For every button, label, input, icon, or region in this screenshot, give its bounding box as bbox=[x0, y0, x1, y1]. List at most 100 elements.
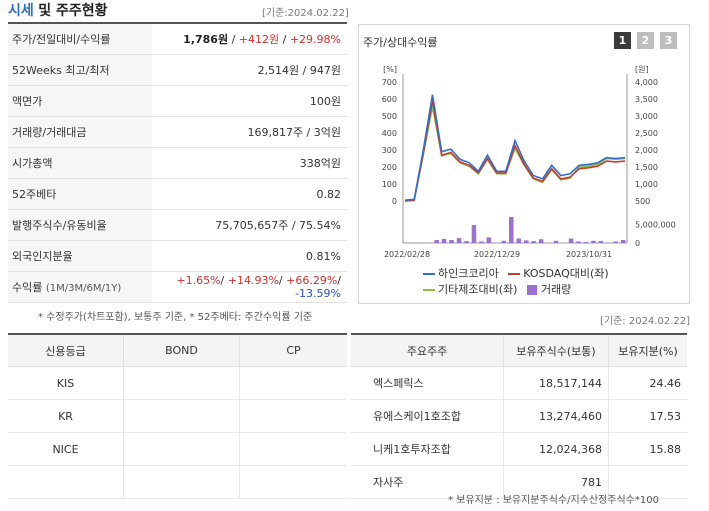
volume-bar bbox=[471, 225, 477, 243]
right-tick-label: 4,000 bbox=[635, 78, 658, 87]
table-row: 시가총액 338억원 bbox=[8, 147, 347, 179]
volume-bar bbox=[479, 241, 484, 243]
series-line-industry bbox=[404, 106, 626, 202]
cp-rating bbox=[239, 432, 347, 466]
col-header: 신용등급 bbox=[8, 334, 124, 367]
x-tick-label: 2022/02/28 bbox=[384, 250, 430, 259]
shareholder-name: 니케1호투자조합 bbox=[351, 432, 504, 466]
right-tick-label: 2,000 bbox=[635, 146, 658, 155]
volume-bar bbox=[613, 241, 619, 243]
left-tick-label: 300 bbox=[382, 146, 397, 155]
volume-tick-label: 5,000,000 bbox=[635, 220, 676, 229]
right-tick-label: 2,500 bbox=[635, 129, 658, 138]
x-tick-label: 2023/10/31 bbox=[566, 250, 612, 259]
return-6m: +66.29% bbox=[286, 274, 338, 287]
left-tick-label: 400 bbox=[382, 129, 397, 138]
footnote-stake: * 보유지분 : 보유지분주식수/지수산정주식수*100 bbox=[448, 495, 659, 506]
shareholder-base-date: [기준: 2024.02.22] bbox=[600, 316, 691, 327]
volume-bar bbox=[464, 241, 469, 243]
row-label: 액면가 bbox=[8, 85, 152, 117]
volume-bar bbox=[538, 239, 544, 243]
volume-bar bbox=[553, 240, 559, 243]
left-tick-label: 0 bbox=[392, 197, 397, 206]
row-value: 100원 bbox=[152, 85, 347, 117]
row-value: 338억원 bbox=[152, 147, 347, 179]
row-value: 0.81% bbox=[152, 240, 347, 272]
volume-bar bbox=[598, 241, 604, 243]
col-header: 보유지분(%) bbox=[608, 334, 687, 367]
volume-bar bbox=[509, 216, 514, 243]
table-row: 주가/전일대비/수익률 1,786원 / +412원 / +29.98% bbox=[8, 24, 347, 55]
return-1m: +1.65% bbox=[176, 274, 221, 287]
base-date: [기준:2024.02.22] bbox=[262, 8, 349, 19]
stake-percent: 15.88 bbox=[608, 432, 687, 466]
agency-name: KIS bbox=[8, 366, 124, 400]
chart-tab-1[interactable]: 1 bbox=[614, 32, 631, 49]
bond-rating bbox=[123, 432, 240, 466]
volume-bar bbox=[516, 238, 521, 243]
row-value: 0.82 bbox=[152, 178, 347, 210]
row-label: 52Weeks 최고/최저 bbox=[8, 54, 152, 86]
cp-rating bbox=[239, 399, 347, 433]
table-row: 유에스케이1호조합 13,274,460 17.53 bbox=[351, 399, 687, 433]
volume-bar bbox=[568, 238, 574, 243]
row-label: 발행주식수/유동비율 bbox=[8, 209, 152, 241]
divider bbox=[8, 22, 347, 24]
volume-tick-label: 0 bbox=[635, 239, 640, 248]
agency-name: NICE bbox=[8, 432, 124, 466]
table-row: 외국인지분율 0.81% bbox=[8, 240, 347, 272]
row-sublabel: (1M/3M/6M/1Y) bbox=[45, 283, 122, 294]
right-axis-unit: [원] bbox=[635, 65, 649, 74]
cp-rating bbox=[239, 465, 347, 499]
table-row: 수익률 (1M/3M/6M/1Y) +1.65%/ +14.93%/ +66.2… bbox=[8, 271, 347, 303]
agency-name bbox=[8, 465, 124, 499]
return-1y: -13.59% bbox=[295, 287, 341, 300]
stake-percent bbox=[608, 465, 687, 499]
shares-held: 13,274,460 bbox=[503, 399, 609, 433]
row-label: 시가총액 bbox=[8, 147, 152, 179]
price-change: +412원 bbox=[238, 33, 280, 46]
row-label: 주가/전일대비/수익률 bbox=[8, 24, 152, 55]
volume-bar bbox=[456, 238, 462, 243]
section-title: 시세 및 주주현황 bbox=[8, 0, 108, 19]
shareholder-name: 엑스페릭스 bbox=[351, 366, 504, 400]
table-row: 자사주 781 bbox=[351, 465, 687, 499]
volume-bar bbox=[441, 238, 447, 243]
left-tick-label: 500 bbox=[382, 112, 397, 121]
returns-value: +1.65%/ +14.93%/ +66.29%/ -13.59% bbox=[152, 271, 347, 303]
left-tick-label: 100 bbox=[382, 180, 397, 189]
row-label: 수익률 (1M/3M/6M/1Y) bbox=[8, 271, 152, 303]
row-value: 2,514원 / 947원 bbox=[152, 54, 347, 86]
table-header-row: 주요주주 보유주식수(보통) 보유지분(%) bbox=[351, 334, 687, 367]
volume-bar bbox=[434, 240, 439, 243]
table-header-row: 신용등급 BOND CP bbox=[8, 334, 347, 367]
title-part1: 시세 bbox=[8, 3, 34, 19]
table-row: 니케1호투자조합 12,024,368 15.88 bbox=[351, 432, 687, 466]
shareholder-name: 자사주 bbox=[351, 465, 504, 499]
left-tick-label: 600 bbox=[382, 95, 397, 104]
col-header: 주요주주 bbox=[351, 334, 504, 367]
legend-volume: 거래량 bbox=[526, 281, 571, 297]
series-line-kosdaq bbox=[404, 100, 626, 202]
title-part2: 및 주주현황 bbox=[38, 3, 108, 19]
legend-company: 하인크코리아 bbox=[423, 265, 499, 281]
chart-tab-3[interactable]: 3 bbox=[660, 32, 677, 49]
right-tick-label: 3,500 bbox=[635, 95, 658, 104]
left-tick-label: 700 bbox=[382, 78, 397, 87]
row-label: 외국인지분율 bbox=[8, 240, 152, 272]
legend-industry: 기타제조대비(좌) bbox=[423, 281, 517, 297]
table-row: NICE bbox=[8, 432, 347, 466]
stake-percent: 24.46 bbox=[608, 366, 687, 400]
table-row: 엑스페릭스 18,517,144 24.46 bbox=[351, 366, 687, 400]
row-label: 거래량/거래대금 bbox=[8, 116, 152, 148]
chart-tab-2[interactable]: 2 bbox=[637, 32, 654, 49]
price-chart: [%] [원] 0 100 200 300 400 500 600 700 500 1,000 1,50… bbox=[382, 65, 676, 259]
col-header: CP bbox=[239, 334, 347, 367]
shares-held: 18,517,144 bbox=[503, 366, 609, 400]
table-row: KR bbox=[8, 399, 347, 433]
right-tick-label: 500 bbox=[635, 197, 650, 206]
row-label: 52주베타 bbox=[8, 178, 152, 210]
row-value: 75,705,657주 / 75.54% bbox=[152, 209, 347, 241]
table-row bbox=[8, 465, 347, 499]
volume-bar bbox=[591, 240, 596, 243]
